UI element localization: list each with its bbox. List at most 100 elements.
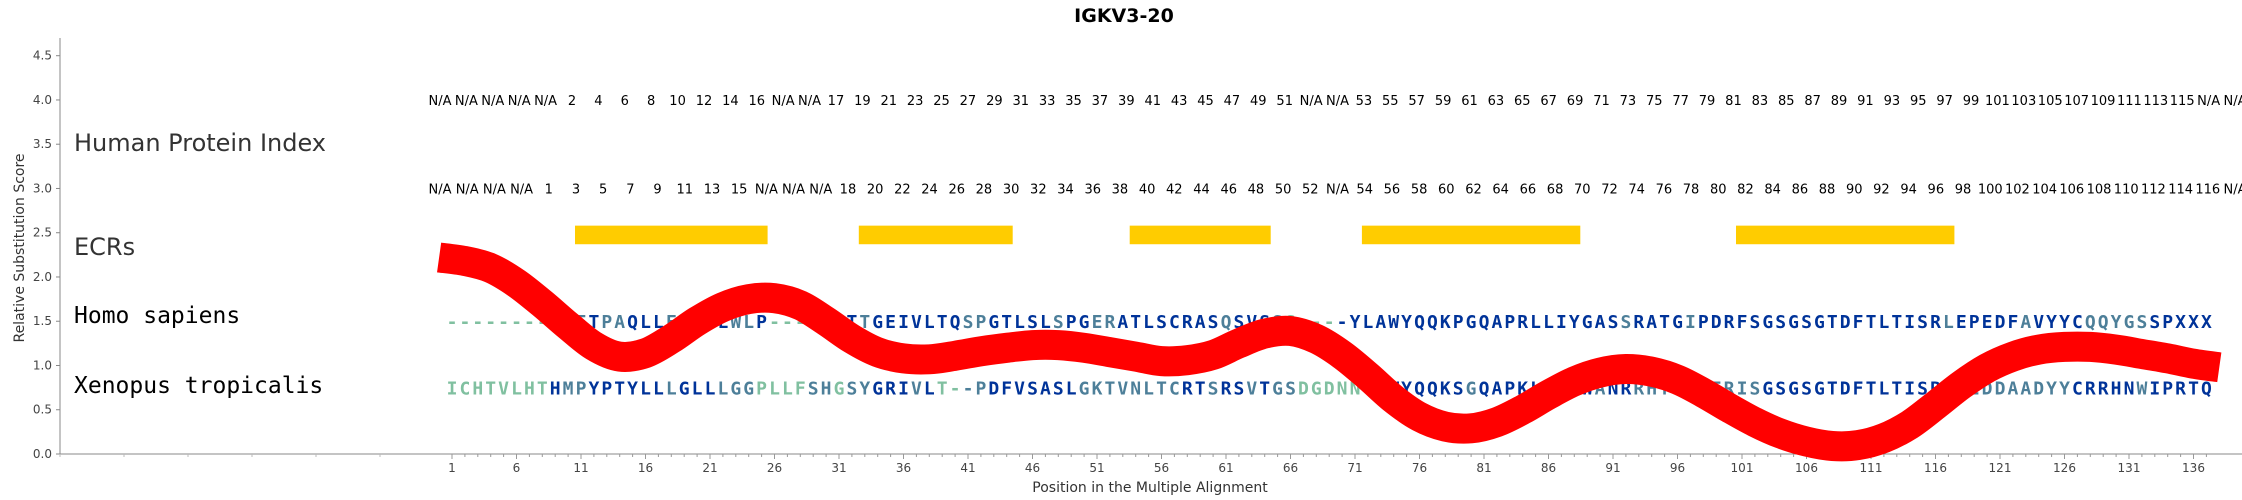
- sequence-residue: C: [2072, 379, 2083, 400]
- protein-index-label: 84: [1764, 182, 1781, 197]
- sequence-residue: R: [885, 379, 896, 400]
- protein-index-label: 108: [2087, 182, 2112, 197]
- sequence-residue: D: [1298, 379, 1309, 400]
- sequence-residue: F: [795, 379, 806, 400]
- sequence-residue: T: [1827, 379, 1838, 400]
- protein-index-label: 13: [704, 182, 721, 197]
- protein-index-label: 25: [933, 94, 950, 109]
- sequence-residue: A: [1117, 312, 1128, 333]
- sequence-residue: L: [1943, 312, 1954, 333]
- sequence-residue: S: [1027, 379, 1038, 400]
- x-tick-label: 116: [1924, 461, 1947, 475]
- sequence-residue: H: [524, 379, 535, 400]
- sequence-residue: Q: [1414, 312, 1425, 333]
- sequence-residue: P: [1969, 312, 1980, 333]
- sequence-residue: C: [1169, 379, 1180, 400]
- ecr-bar: [1361, 225, 1581, 245]
- sequence-residue: L: [1143, 312, 1154, 333]
- sequence-residue: Q: [627, 312, 638, 333]
- sequence-residue: L: [666, 379, 677, 400]
- sequence-residue: L: [924, 312, 935, 333]
- protein-index-label: 54: [1356, 182, 1373, 197]
- sequence-residue: G: [679, 379, 690, 400]
- sequence-residue: M: [563, 379, 574, 400]
- sequence-residue: A: [2007, 379, 2018, 400]
- sequence-residue: S: [1053, 312, 1064, 333]
- x-tick-label: 71: [1347, 461, 1362, 475]
- sequence-residue: Q: [1427, 379, 1438, 400]
- sequence-residue: T: [1195, 379, 1206, 400]
- sequence-residue: A: [1595, 379, 1606, 400]
- y-tick-label: 3.5: [33, 137, 52, 151]
- protein-index-label: N/A: [2224, 182, 2242, 197]
- x-axis-label: Position in the Multiple Alignment: [1032, 480, 1268, 496]
- sequence-residue: -: [795, 312, 806, 333]
- sequence-residue: L: [769, 379, 780, 400]
- protein-index-label: 29: [986, 94, 1003, 109]
- sequence-residue: G: [1814, 312, 1825, 333]
- sequence-residue: F: [1001, 379, 1012, 400]
- sequence-residue: R: [2085, 379, 2096, 400]
- protein-index-label: 52: [1302, 182, 1319, 197]
- x-tick-label: 86: [1541, 461, 1556, 475]
- protein-index-label: 48: [1248, 182, 1265, 197]
- protein-index-label: 9: [653, 182, 661, 197]
- sequence-residue: E: [1956, 312, 1967, 333]
- protein-index-label: 33: [1039, 94, 1056, 109]
- protein-index-label: 44: [1193, 182, 1210, 197]
- sequence-residue: A: [1195, 312, 1206, 333]
- protein-index-label: N/A: [481, 94, 504, 109]
- protein-index-label: 87: [1804, 94, 1821, 109]
- sequence-residue: S: [1608, 312, 1619, 333]
- sequence-residue: L: [1543, 312, 1554, 333]
- sequence-residue: S: [1801, 312, 1812, 333]
- sequence-residue: Y: [1569, 312, 1580, 333]
- sequence-residue: Y: [1350, 312, 1361, 333]
- protein-index-label: 46: [1220, 182, 1237, 197]
- sequence-residue: F: [1853, 312, 1864, 333]
- protein-index-label: 16: [748, 94, 765, 109]
- sequence-residue: L: [1066, 379, 1077, 400]
- protein-index-label: 41: [1144, 94, 1161, 109]
- sequence-residue: G: [1466, 312, 1477, 333]
- sequence-residue: N: [2124, 379, 2135, 400]
- sequence-residue: S: [1749, 312, 1760, 333]
- sequence-residue: -: [459, 312, 470, 333]
- x-tick-label: 126: [2053, 461, 2076, 475]
- protein-index-label: N/A: [782, 182, 805, 197]
- x-tick-label: 11: [573, 461, 588, 475]
- sequence-residue: G: [743, 379, 754, 400]
- sequence-residue: Y: [859, 379, 870, 400]
- protein-index-label: 113: [2143, 94, 2168, 109]
- sequence-residue: F: [1737, 312, 1748, 333]
- sequence-residue: -: [498, 312, 509, 333]
- protein-index-label: 74: [1628, 182, 1645, 197]
- x-tick-label: 121: [1989, 461, 2012, 475]
- sequence-residue: R: [2098, 379, 2109, 400]
- y-ticks: 0.0 0.5 1.0 1.5 2.0 2.5 3.0 3.5 4.0 4.5: [33, 49, 60, 461]
- series-layer: [437, 242, 2222, 462]
- protein-index-label: 50: [1275, 182, 1292, 197]
- sequence-residue: D: [1840, 312, 1851, 333]
- sequence-residue: L: [1878, 312, 1889, 333]
- sequence-residue: G: [1762, 379, 1773, 400]
- protein-index-label: 37: [1092, 94, 1109, 109]
- sequence-residue: T: [1659, 312, 1670, 333]
- sequence-residue: Q: [950, 312, 961, 333]
- protein-index-label: 107: [2064, 94, 2089, 109]
- sequence-residue: T: [1130, 312, 1141, 333]
- protein-index-label: 91: [1857, 94, 1874, 109]
- sequence-residue: G: [1079, 379, 1090, 400]
- sequence-residue: R: [1633, 379, 1644, 400]
- ecr-bar: [858, 225, 1013, 245]
- sequence-residue: I: [1685, 312, 1696, 333]
- sequence-residue: T: [1866, 379, 1877, 400]
- protein-index-label: 57: [1408, 94, 1425, 109]
- sequence-residue: S: [1801, 379, 1812, 400]
- protein-index-label: 42: [1166, 182, 1183, 197]
- protein-index-label: 38: [1112, 182, 1129, 197]
- x-tick-label: 101: [1731, 461, 1754, 475]
- sequence-residue: P: [1066, 312, 1077, 333]
- protein-index-label: 43: [1171, 94, 1188, 109]
